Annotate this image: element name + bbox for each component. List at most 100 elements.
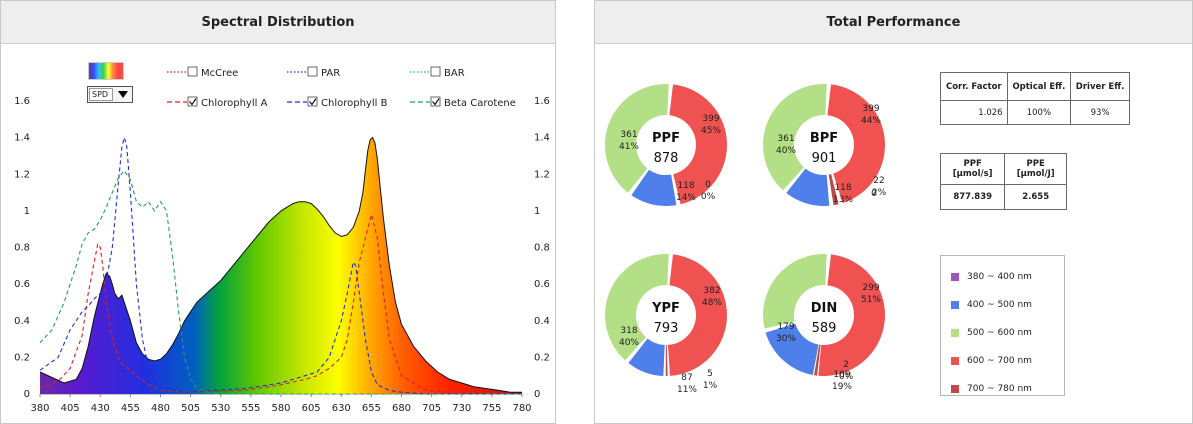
- checkmark-icon: [189, 98, 197, 106]
- legend-entry-chlorophyll-b[interactable]: Chlorophyll B: [287, 96, 388, 109]
- donut-slice: [827, 84, 885, 204]
- donut-slice: [818, 254, 885, 376]
- donut-name: YPF: [651, 301, 680, 316]
- slice-pct-label: 14%: [676, 193, 696, 203]
- donut-din: DIN 589 299 51% 2 0%109 19% 179 30%: [763, 254, 885, 392]
- spd-select-value: SPD: [89, 88, 113, 101]
- slice-pct-label: 13%: [833, 195, 853, 205]
- legend-entry-par[interactable]: PAR: [287, 66, 340, 79]
- donut-total: 793: [654, 321, 679, 336]
- x-tick-label: 430: [91, 403, 110, 414]
- legend-entry-label: McCree: [201, 68, 238, 79]
- legend-entry-mccree[interactable]: McCree: [167, 66, 238, 79]
- donut-bpf: BPF 901 399 44% 22 2% 118 13% 361 40% 0: [763, 84, 887, 206]
- legend-label: 400 ~ 500 nm: [967, 300, 1032, 310]
- slice-pct-label: 2%: [872, 188, 887, 198]
- slice-value-label: 0: [705, 180, 711, 190]
- legend-label: 380 ~ 400 nm: [967, 272, 1032, 282]
- ppe-value: 2.655: [1004, 184, 1067, 210]
- legend-entry-label: Chlorophyll B: [321, 98, 388, 109]
- legend-checkbox[interactable]: [187, 66, 198, 77]
- x-tick-label: 730: [452, 403, 471, 414]
- factors-table: Corr. Factor Optical Eff. Driver Eff. 1.…: [940, 71, 1130, 125]
- legend-entry-bar[interactable]: BAR: [410, 66, 465, 79]
- spectral-panel-title: Spectral Distribution: [1, 1, 555, 44]
- slice-pct-label: 48%: [702, 298, 722, 308]
- spd-outline: [39, 136, 522, 393]
- legend-checkbox[interactable]: [307, 96, 318, 107]
- legend-swatch: [951, 301, 959, 309]
- legend-swatch: [951, 385, 959, 393]
- slice-pct-label: 51%: [861, 295, 881, 305]
- donut-slice: [763, 84, 827, 191]
- chevron-down-icon[interactable]: [118, 91, 128, 98]
- slice-pct-label: 41%: [619, 142, 639, 152]
- donut-slice: [786, 168, 830, 206]
- slice-pct-label: 30%: [776, 334, 796, 344]
- x-tick-label: 405: [61, 403, 80, 414]
- slice-pct-label: 44%: [861, 116, 881, 126]
- driver-eff-value[interactable]: 93%: [1070, 100, 1130, 125]
- donut-slice: [665, 344, 668, 376]
- legend-item-500-600: 500 ~ 600 nm: [941, 320, 1064, 346]
- donut-slice: [765, 323, 819, 375]
- slice-value-label: 299: [862, 283, 879, 293]
- x-tick-label: 705: [422, 403, 441, 414]
- x-tick-label: 555: [241, 403, 260, 414]
- donut-charts: PPF 878 399 45% 0 0% 118 14% 361 41% BPF 901 399 44% 2…: [605, 84, 887, 395]
- donut-total: 589: [812, 321, 837, 336]
- ppf-ppe-table: PPF [μmol/s] PPE [μmol/J] 877.839 2.655: [939, 152, 1067, 210]
- y-tick-label-left: 1.6: [14, 96, 30, 107]
- x-tick-label: 480: [151, 403, 170, 414]
- rainbow-icon[interactable]: [88, 62, 124, 80]
- legend-entry-label: Chlorophyll A: [201, 98, 268, 109]
- legend-entry-chlorophyll-a[interactable]: Chlorophyll A: [167, 96, 268, 109]
- slice-value-label: 87: [681, 373, 692, 383]
- optical-eff-value[interactable]: 100%: [1006, 100, 1072, 125]
- y-tick-label-left: 0.4: [14, 316, 30, 327]
- ppf-header-unit: [μmol/s]: [952, 169, 993, 180]
- donut-total: 878: [654, 151, 679, 166]
- slice-pct-label: 1%: [703, 381, 718, 391]
- y-tick-label-right: 0.8: [534, 243, 550, 254]
- donut-slice: [828, 174, 839, 206]
- performance-panel-title: Total Performance: [595, 1, 1192, 44]
- checkmark-icon: [309, 98, 317, 106]
- legend-checkbox[interactable]: [430, 96, 441, 107]
- legend-item-400-500: 400 ~ 500 nm: [941, 292, 1064, 318]
- donut-name: BPF: [810, 131, 838, 146]
- donut-slice: [605, 84, 669, 193]
- legend-item-380-400: 380 ~ 400 nm: [941, 264, 1064, 290]
- slice-value-label: 22: [873, 176, 884, 186]
- y-tick-label-right: 0: [534, 389, 540, 400]
- legend-swatch: [951, 273, 959, 281]
- x-tick-label: 505: [181, 403, 200, 414]
- slice-value-label: 2: [843, 360, 849, 370]
- y-tick-label-left: 0.2: [14, 352, 30, 363]
- x-tick-label: 605: [302, 403, 321, 414]
- donut-slice: [669, 84, 727, 205]
- slice-value-label: 109: [833, 370, 850, 380]
- slice-pct-label: 40%: [619, 338, 639, 348]
- donut-total: 901: [812, 151, 837, 166]
- y-tick-label-left: 1.2: [14, 169, 30, 180]
- legend-checkbox[interactable]: [187, 96, 198, 107]
- corr-factor-value[interactable]: 1.026: [940, 100, 1008, 125]
- spd-select[interactable]: SPD: [87, 86, 133, 103]
- x-tick-label: 530: [211, 403, 230, 414]
- legend-checkbox[interactable]: [430, 66, 441, 77]
- series-line-beta-carotene: [39, 169, 522, 395]
- factors-header-corr: Corr. Factor: [940, 71, 1008, 102]
- slice-pct-label: 40%: [776, 146, 796, 156]
- donut-slice: [763, 254, 827, 329]
- legend-entry-beta-carotene[interactable]: Beta Carotene: [410, 96, 516, 109]
- ppe-header: PPE [μmol/J]: [1004, 152, 1067, 186]
- checkmark-icon: [432, 98, 440, 106]
- legend-checkbox[interactable]: [307, 66, 318, 77]
- donut-slice: [667, 254, 727, 376]
- legend-entry-label: Beta Carotene: [444, 98, 516, 109]
- spectral-chart: 0 0 0.2 0.2 0.4 0.4 0.6 0.6 0.8 0.8 1 1 1.2 1.2 1.4 1.4…: [14, 66, 550, 414]
- ppf-header: PPF [μmol/s]: [939, 152, 1006, 186]
- y-tick-label-right: 1.4: [534, 133, 550, 144]
- donut-ypf: YPF 793 382 48% 5 1% 87 11% 318 40%: [605, 254, 727, 395]
